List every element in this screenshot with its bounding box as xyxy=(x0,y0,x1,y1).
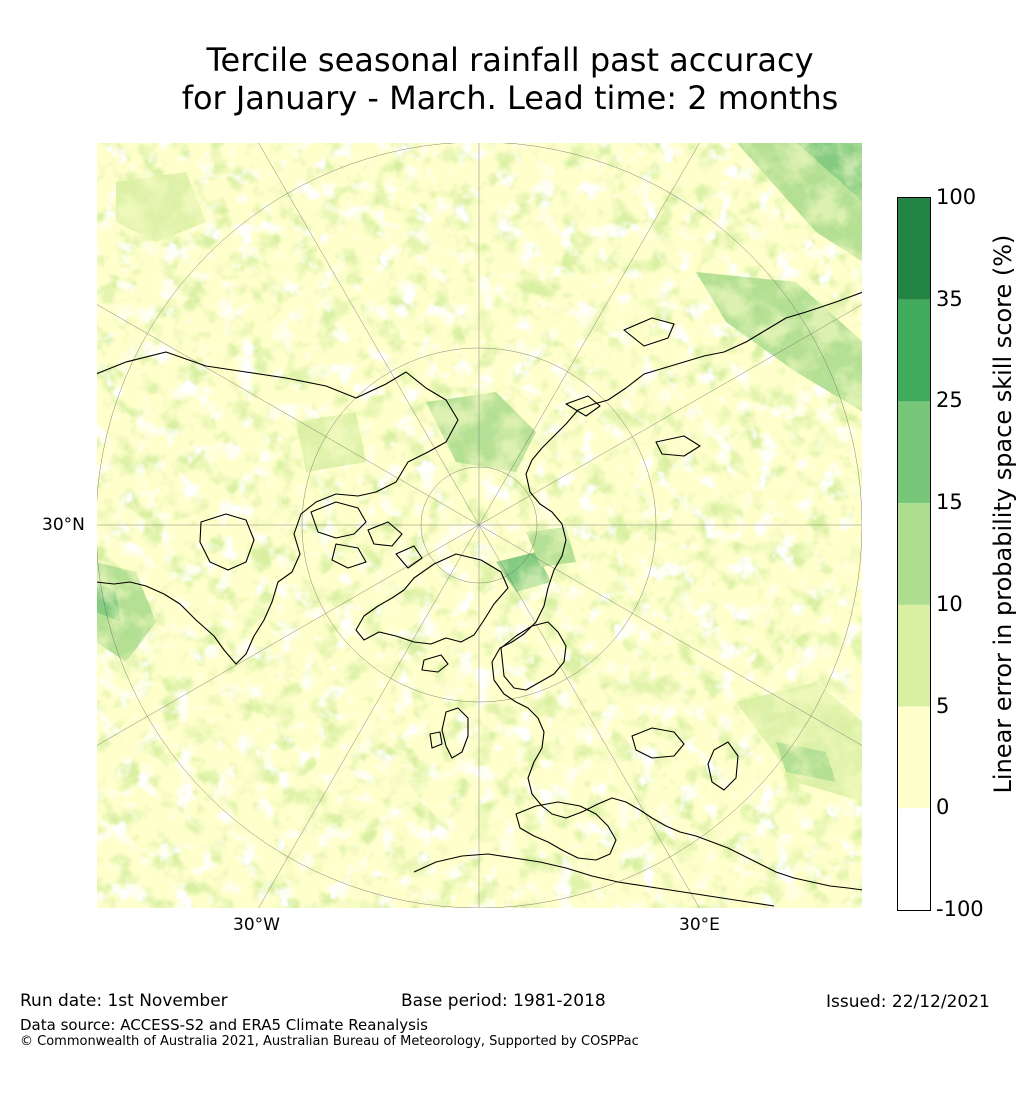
meridian xyxy=(478,524,863,747)
colorbar-band xyxy=(898,706,930,809)
run-date: Run date: 1st November xyxy=(20,991,228,1011)
meridian xyxy=(96,303,480,526)
greenland-coast xyxy=(355,553,509,645)
base-period: Base period: 1981-2018 xyxy=(401,991,606,1011)
canadian-archipelago xyxy=(310,501,423,569)
mediterranean-coast xyxy=(515,801,617,861)
issued-date: Issued: 22/12/2021 xyxy=(826,992,990,1012)
colorbar-tick-label: -100 xyxy=(936,897,984,921)
colorbar-tick-label: 10 xyxy=(936,591,963,616)
north-africa-coast xyxy=(413,853,775,907)
colorbar-band xyxy=(898,299,930,402)
colorbar-tick-label: 0 xyxy=(936,795,950,820)
north-america-coast xyxy=(96,351,459,665)
eurasia-coast xyxy=(491,291,863,891)
colorbar-band xyxy=(898,198,930,300)
lon-label-30w: 30°W xyxy=(233,915,280,935)
colorbar-tick-label: 25 xyxy=(936,388,963,413)
caspian-sea xyxy=(707,741,739,791)
colorbar-tick-label: 5 xyxy=(936,693,950,718)
siberian-islands xyxy=(565,317,701,457)
meridian xyxy=(96,524,480,747)
colorbar-tick-label: 100 xyxy=(936,185,977,209)
colorbar-band xyxy=(898,808,930,910)
british-isles xyxy=(429,707,469,759)
colorbar-band xyxy=(898,401,930,504)
black-sea xyxy=(631,727,685,759)
chart-title-line-2: for January - March. Lead time: 2 months xyxy=(181,79,839,117)
meridian xyxy=(478,142,701,526)
colorbar-label: Linear error in probability space skill … xyxy=(989,234,1017,794)
iceland-coast xyxy=(421,654,449,673)
colorbar-frame xyxy=(897,197,931,911)
colorbar-tick-label: 35 xyxy=(936,286,963,311)
lon-label-30e: 30°E xyxy=(679,915,720,935)
scandinavia-coast xyxy=(500,621,567,691)
colorbar-band xyxy=(898,604,930,707)
meridian-30e xyxy=(478,524,701,909)
colorbar-band xyxy=(898,503,930,605)
map-frame xyxy=(96,142,863,909)
coastlines xyxy=(96,291,863,907)
chart-title-line-1: Tercile seasonal rainfall past accuracy xyxy=(206,41,814,79)
colorbar-tick-label: 15 xyxy=(936,490,963,515)
lat-label-30n: 30°N xyxy=(42,515,85,535)
data-source: Data source: ACCESS-S2 and ERA5 Climate … xyxy=(20,1016,428,1034)
polar-map xyxy=(96,142,863,909)
meridian xyxy=(257,142,480,526)
copyright: © Commonwealth of Australia 2021, Austra… xyxy=(20,1034,639,1049)
meridian xyxy=(478,303,863,526)
colorbar xyxy=(897,197,931,911)
hudson-bay xyxy=(199,513,255,571)
meridian-30w xyxy=(257,524,480,909)
